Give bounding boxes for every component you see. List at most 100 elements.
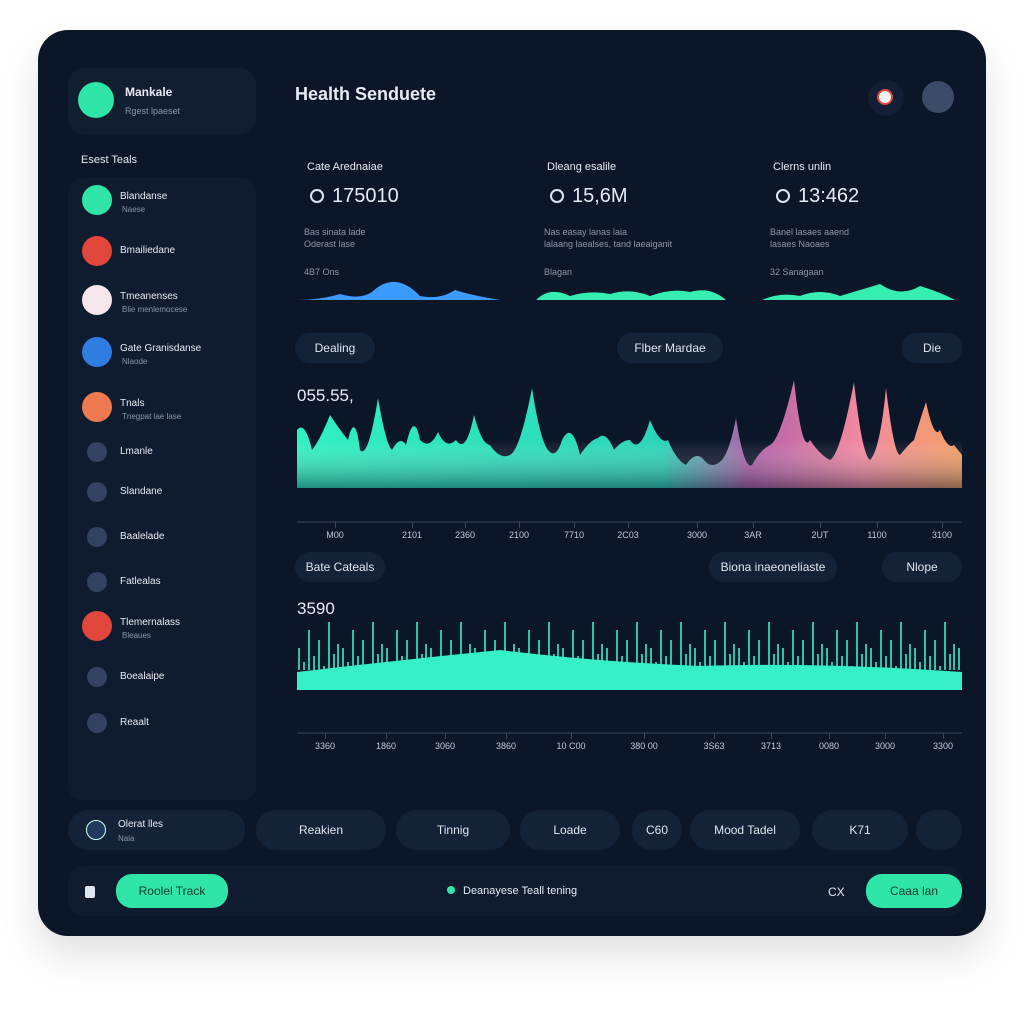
card-line: lasaes Naoaes [770, 239, 830, 249]
nav-icon [87, 527, 107, 547]
toolbar-item[interactable]: Reakien [256, 810, 386, 850]
card-line: Oderast lase [304, 239, 356, 249]
x-label: M00 [326, 530, 344, 540]
wave-chart-2-base [297, 650, 962, 690]
x-tick [644, 733, 645, 739]
x-label: 3360 [314, 741, 336, 751]
mini-wave-1 [296, 281, 500, 300]
filter-pill[interactable]: Nlope [882, 552, 962, 582]
secondary-button[interactable]: Caaa lan [866, 874, 962, 908]
nav-sub: Tnegpat lae lase [122, 412, 182, 421]
card-value: 15,6M [572, 185, 628, 207]
nav-label: Lmanle [120, 446, 153, 457]
x-label: 3AR [744, 530, 762, 540]
nav-icon [82, 285, 112, 315]
panel-value: 3590 [297, 599, 335, 618]
nav-icon [87, 572, 107, 592]
nav-label: Tmeanenses [120, 291, 178, 302]
x-tick [885, 733, 886, 739]
x-tick [386, 733, 387, 739]
x-label: 2C03 [617, 530, 639, 540]
x-label: 3060 [434, 741, 456, 751]
nav-icon [82, 185, 112, 215]
x-tick [942, 522, 943, 528]
nav-label: Baalelade [120, 531, 165, 542]
x-tick [697, 522, 698, 528]
panel-value: 055.55, [297, 386, 354, 405]
primary-button[interactable]: Roolel Track [116, 874, 228, 908]
card-line: Nas easay lanas laia [544, 227, 628, 237]
toolbar-item[interactable]: Mood Tadel [690, 810, 800, 850]
x-tick [412, 522, 413, 528]
filter-pill[interactable]: Dealing [295, 333, 375, 363]
nav-label: Boealaipe [120, 671, 165, 682]
filter-pill[interactable]: Die [902, 333, 962, 363]
x-label: 7710 [563, 530, 585, 540]
card-line: Bas sinata lade [304, 227, 366, 237]
nav-label: Tlemernalass [120, 617, 181, 628]
filter-pill[interactable]: Flber Mardae [617, 333, 723, 363]
nav-sub: Bleaues [122, 631, 151, 640]
x-label: 3860 [495, 741, 517, 751]
x-label: 10 C00 [556, 741, 586, 751]
nav-label: Gate Granisdanse [120, 343, 202, 354]
card-foot: 4B7 Ons [304, 267, 340, 277]
filter-pill[interactable]: Biona inaeoneliaste [709, 552, 837, 582]
mini-wave-2 [536, 290, 726, 300]
settings-button[interactable] [922, 81, 954, 113]
card-title: Cate Arednaiae [307, 161, 383, 173]
nav-icon [87, 482, 107, 502]
nav-sub: Nlaode [122, 357, 148, 366]
x-tick [465, 522, 466, 528]
card-line: Banel lasaes aaend [770, 227, 850, 237]
x-label: 3000 [874, 741, 896, 751]
x-label: 1100 [867, 530, 887, 540]
nav-label: Fatlealas [120, 576, 161, 587]
card-icon [550, 189, 564, 203]
avatar [78, 82, 114, 118]
x-tick [877, 522, 878, 528]
toolbar-item[interactable]: Loade [520, 810, 620, 850]
x-tick [574, 522, 575, 528]
x-label: 0080 [818, 741, 840, 751]
toolbar-item[interactable] [916, 810, 962, 850]
filter-pill[interactable]: Bate Cateals [295, 552, 385, 582]
x-tick [714, 733, 715, 739]
x-tick [335, 522, 336, 528]
nav-icon [82, 337, 112, 367]
profile-subtitle: Rgest lpaeset [125, 106, 181, 116]
x-tick [571, 733, 572, 739]
nav-sub: Naese [122, 205, 146, 214]
x-label: 3100 [931, 530, 953, 540]
card-value: 13:462 [798, 185, 860, 207]
toolbar-item[interactable]: C60 [632, 810, 682, 850]
nav-icon [87, 442, 107, 462]
x-label: 2100 [508, 530, 530, 540]
footer-icon[interactable]: CX [828, 885, 845, 899]
sidebar-heading: Esest Teals [81, 154, 138, 166]
toolbar-sub: Naia [118, 834, 135, 843]
card-foot: 32 Sanagaan [770, 267, 824, 277]
page-title: Health Senduete [295, 84, 437, 104]
nav-label: Blandanse [120, 191, 168, 202]
nav-icon [82, 392, 112, 422]
footer-menu[interactable] [85, 886, 95, 898]
card-line: lalaang laealses, tand laeaiganit [544, 239, 673, 249]
toolbar-item[interactable]: Tinnig [396, 810, 510, 850]
nav-icon [82, 236, 112, 266]
nav-icon [87, 713, 107, 733]
nav-icon [87, 667, 107, 687]
mini-wave-3 [762, 284, 955, 300]
toolbar-label: Olerat lles [118, 819, 164, 830]
nav-sub: Blie menlemocese [122, 305, 188, 314]
nav-label: Bmailiedane [120, 245, 176, 256]
x-label: 3713 [760, 741, 782, 751]
toolbar-item[interactable]: K71 [812, 810, 908, 850]
x-tick [506, 733, 507, 739]
card-title: Clerns unlin [773, 161, 832, 173]
x-label: 1860 [375, 741, 397, 751]
x-tick [628, 522, 629, 528]
nav-icon [82, 611, 112, 641]
